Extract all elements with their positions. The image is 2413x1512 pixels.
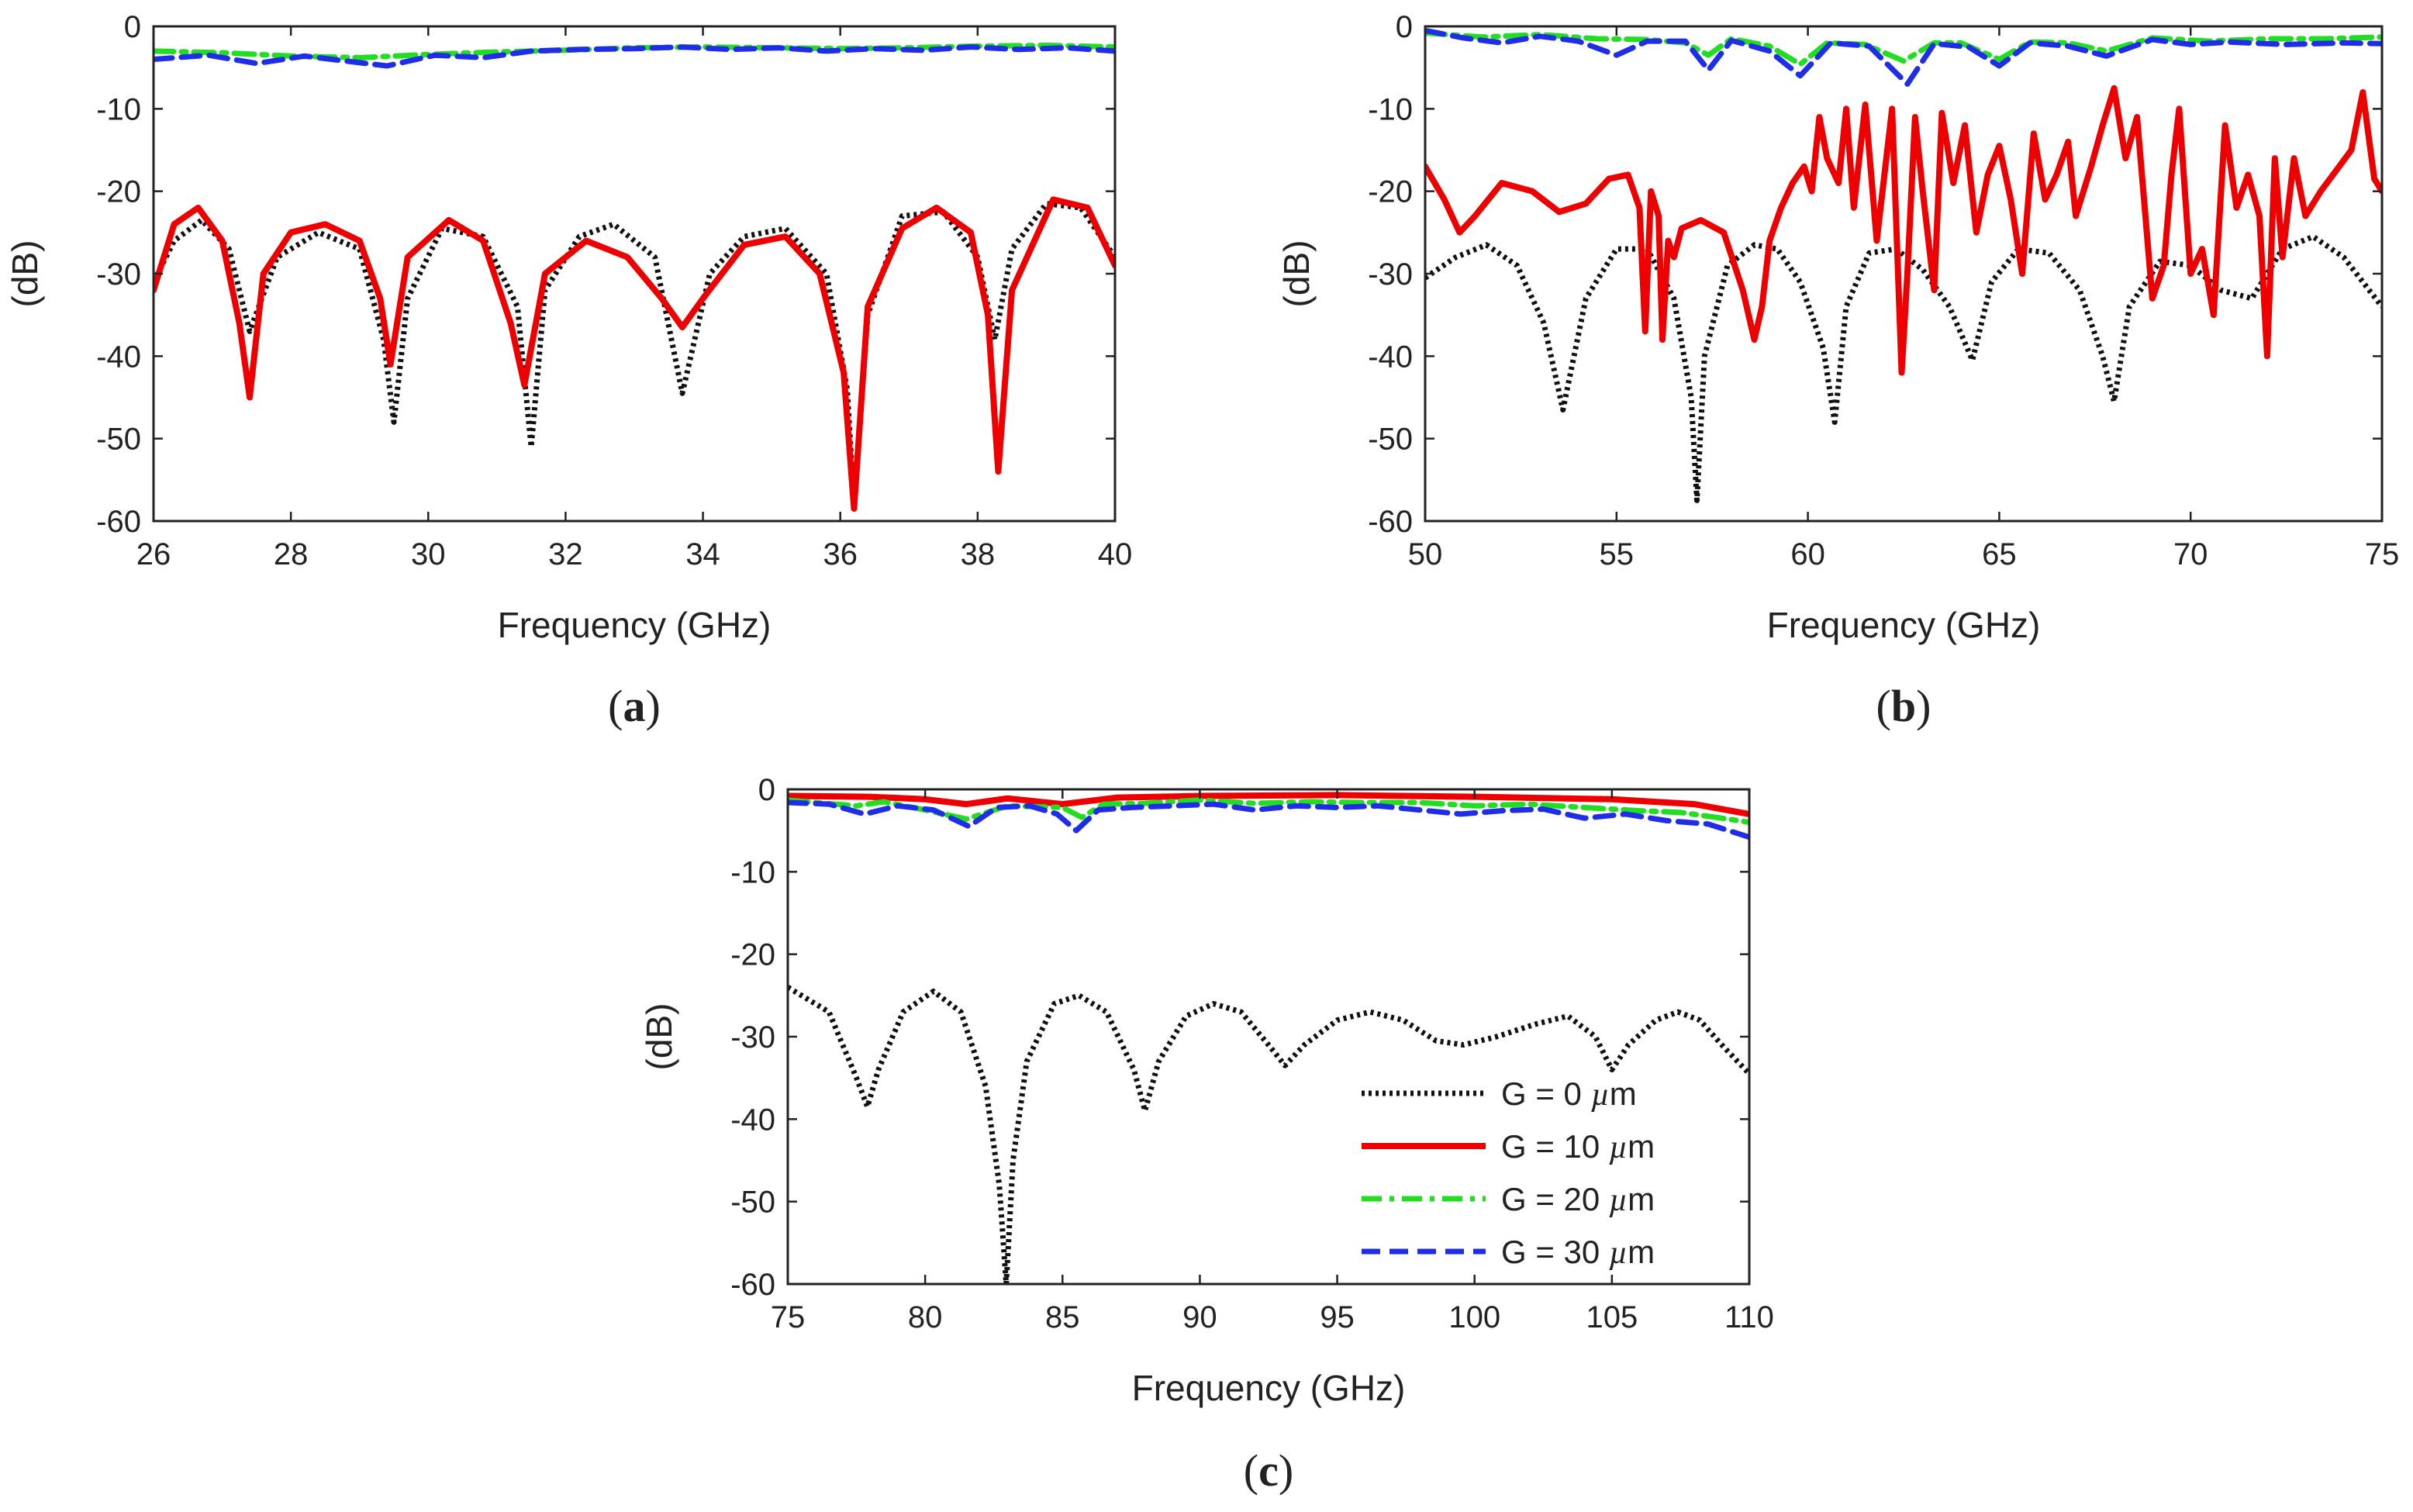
y-axis-title: (dB) xyxy=(639,1003,679,1071)
axes-frame xyxy=(152,25,1117,523)
x-tick-label: 50 xyxy=(1408,537,1443,571)
x-tick-label: 80 xyxy=(908,1300,943,1334)
series-line-g30 xyxy=(1425,27,2382,87)
y-tick-label: -10 xyxy=(1368,92,1413,126)
x-tick-label: 30 xyxy=(411,537,446,571)
x-axis-title: Frequency (GHz) xyxy=(1132,1368,1406,1408)
x-tick-label: 32 xyxy=(548,537,583,571)
x-tick-label: 28 xyxy=(274,537,309,571)
y-tick-label: -30 xyxy=(96,257,141,292)
y-tick-label: -20 xyxy=(730,938,775,972)
y-tick-label: -50 xyxy=(1368,423,1413,457)
x-tick-label: 36 xyxy=(823,537,858,571)
y-tick-label: 0 xyxy=(1396,10,1413,44)
x-tick-label: 105 xyxy=(1586,1300,1638,1334)
x-axis-title: Frequency (GHz) xyxy=(1767,605,2041,645)
y-tick-label: -60 xyxy=(96,505,141,539)
series-line-g10 xyxy=(788,792,1749,817)
series-line-g0 xyxy=(154,201,1115,508)
x-tick-label: 75 xyxy=(2365,537,2400,571)
y-tick-label: -20 xyxy=(96,175,141,209)
y-tick-label: -40 xyxy=(730,1103,775,1137)
x-tick-label: 85 xyxy=(1045,1300,1080,1334)
x-tick-label: 65 xyxy=(1982,537,2017,571)
series-line-g10 xyxy=(154,196,1115,512)
panel-b: 50 55 60 65 70 75 0 -10 -20 -30 -40 -50 -60 Frequency… xyxy=(1276,10,2399,731)
x-axis-title: Frequency (GHz) xyxy=(498,605,772,645)
y-tick-label: -20 xyxy=(1368,175,1413,209)
y-tick-label: -30 xyxy=(730,1020,775,1055)
x-tick-label: 75 xyxy=(771,1300,806,1334)
panel-label: (b) xyxy=(1876,681,1931,731)
x-tick-label: 110 xyxy=(1724,1300,1774,1334)
x-tick-label: 34 xyxy=(685,537,720,571)
series-line-g30 xyxy=(154,44,1115,69)
legend-entry: G = 0 µm xyxy=(1501,1075,1637,1113)
y-tick-label: -30 xyxy=(1368,257,1413,292)
y-tick-label: -50 xyxy=(730,1186,775,1220)
x-tick-label: 100 xyxy=(1448,1300,1500,1334)
y-tick-label: -50 xyxy=(96,423,141,457)
y-tick-label: -40 xyxy=(96,340,141,374)
y-tick-label: -10 xyxy=(730,855,775,889)
x-tick-label: 55 xyxy=(1600,537,1635,571)
x-tick-label: 38 xyxy=(961,537,996,571)
axes-frame xyxy=(1424,25,2384,523)
panel-label: (a) xyxy=(608,681,661,731)
y-axis-title: (dB) xyxy=(5,240,45,308)
y-tick-label: 0 xyxy=(124,10,141,44)
series-line-g0 xyxy=(788,985,1749,1284)
x-tick-label: 60 xyxy=(1790,537,1825,571)
y-axis-title: (dB) xyxy=(1276,240,1317,308)
y-tick-label: -10 xyxy=(96,92,141,126)
x-tick-label: 26 xyxy=(136,537,171,571)
panel-label: (c) xyxy=(1244,1445,1293,1496)
legend-entry: G = 20 µm xyxy=(1501,1181,1655,1218)
series-line-g10 xyxy=(1425,85,2382,376)
plot-area xyxy=(788,792,1749,1284)
x-tick-label: 40 xyxy=(1098,537,1133,571)
panel-c: 75 80 85 90 95 100 105 110 0 -10 -20 -30 -40 -50 -60 Fr… xyxy=(639,773,1774,1496)
y-tick-label: 0 xyxy=(758,773,775,807)
x-tick-label: 90 xyxy=(1182,1300,1217,1334)
legend-entry: G = 10 µm xyxy=(1501,1128,1655,1165)
series-line-g0 xyxy=(1425,233,2382,503)
x-tick-label: 70 xyxy=(2173,537,2208,571)
panel-a: 26 28 30 32 34 36 38 40 0 -10 -20 -30 -40 -50 -60 Frequ… xyxy=(5,10,1132,731)
legend: G = 0 µm G = 10 µm G = 20 µm G = 30 µm xyxy=(1362,1075,1655,1271)
y-tick-label: -60 xyxy=(1368,505,1413,539)
x-tick-label: 95 xyxy=(1320,1300,1355,1334)
plot-area xyxy=(154,43,1115,512)
series-line-g30 xyxy=(788,799,1749,841)
legend-entry: G = 30 µm xyxy=(1501,1234,1655,1271)
y-tick-label: -40 xyxy=(1368,340,1413,374)
plot-area xyxy=(1425,27,2382,503)
y-tick-label: -60 xyxy=(730,1268,775,1302)
